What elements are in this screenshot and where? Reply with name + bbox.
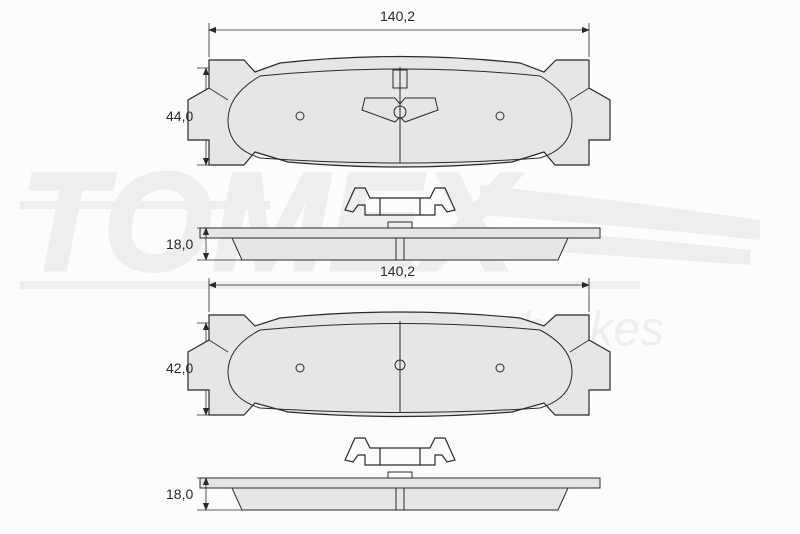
drawing-canvas: TOMEX brakes — [0, 0, 800, 534]
dim-bottom-thickness: 18,0 — [166, 486, 193, 502]
bottom-pad-front-view — [188, 312, 610, 417]
bottom-pad-side-view — [200, 472, 600, 510]
retaining-clip-bottom — [345, 438, 455, 465]
top-pad-side-view — [200, 222, 600, 260]
dim-bottom-height: 42,0 — [166, 360, 193, 376]
dim-top-width: 140,2 — [380, 8, 415, 24]
dim-top-height: 44,0 — [166, 108, 193, 124]
top-pad-front-view — [188, 57, 610, 168]
dim-bottom-width: 140,2 — [380, 263, 415, 279]
retaining-clip — [345, 188, 455, 215]
dim-top-thickness: 18,0 — [166, 236, 193, 252]
